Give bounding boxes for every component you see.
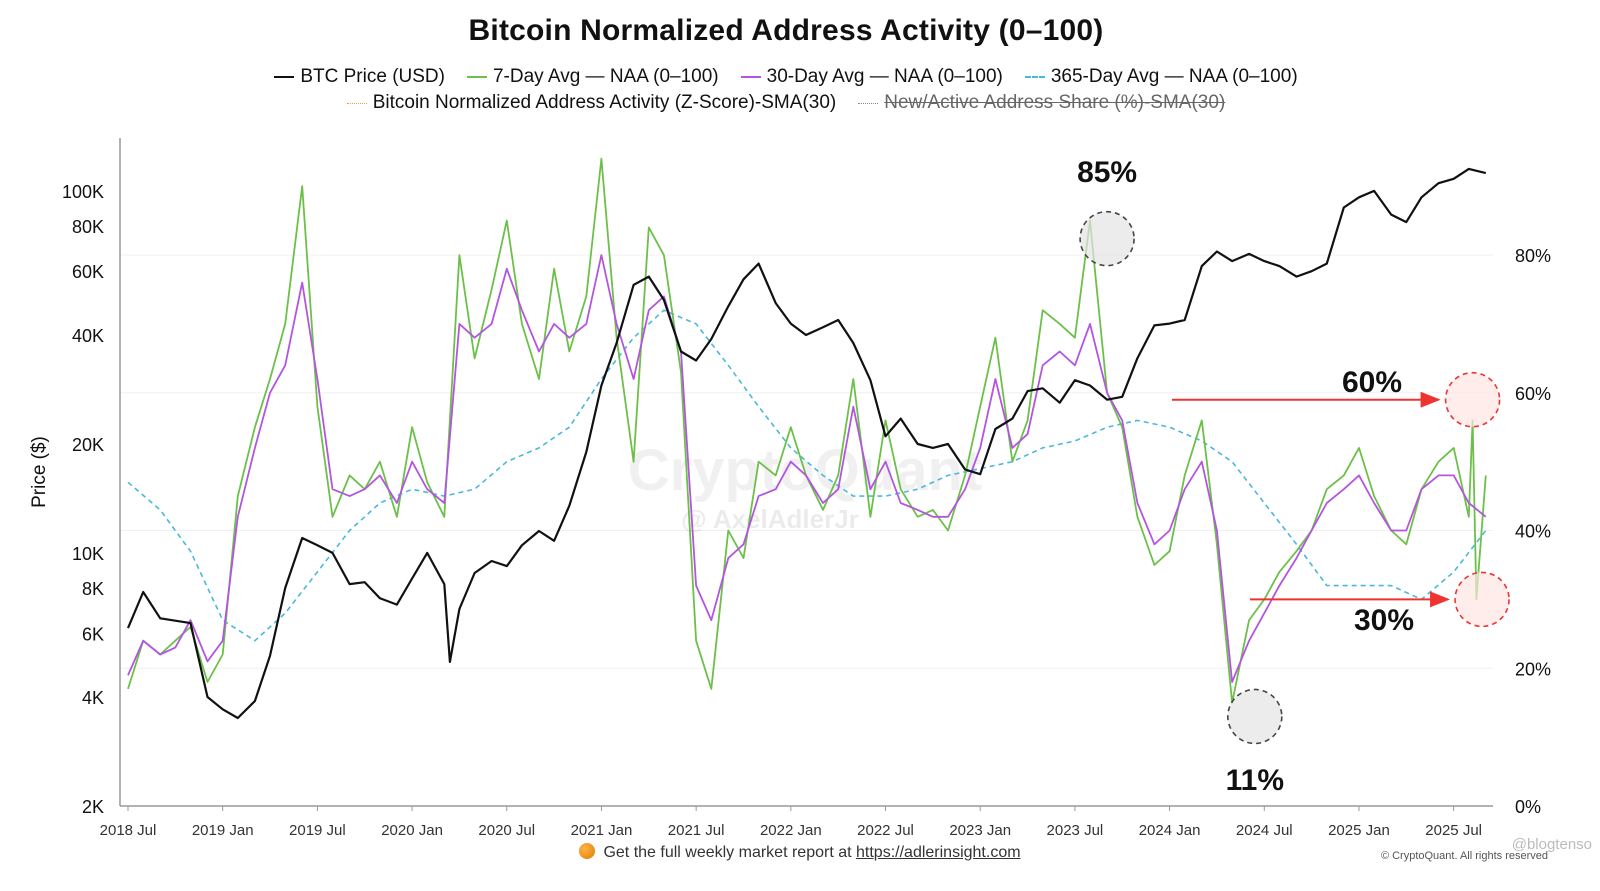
annotation-circle — [1454, 571, 1510, 628]
footer: Get the full weekly market report at htt… — [0, 843, 1600, 862]
series-line-naa-7day — [127, 157, 1487, 704]
y-right-tick-label: 60% — [1515, 384, 1551, 404]
annotation-label: 11% — [1226, 764, 1284, 797]
footer-text: Get the full weekly market report at — [603, 844, 852, 861]
x-tick-label: 2025 Jul — [1425, 822, 1482, 839]
annotation-circle — [1079, 210, 1135, 267]
x-tick-label: 2024 Jul — [1236, 822, 1293, 839]
report-icon — [579, 843, 596, 859]
y-left-tick-label: 80K — [72, 217, 104, 237]
legend-item-7day[interactable]: 7-Day Avg — NAA (0–100) — [466, 66, 719, 88]
annotation-layer: 85% 60% 11% 30% — [1077, 156, 1510, 797]
legend-item-btc-price[interactable]: BTC Price (USD) — [274, 66, 445, 88]
legend-swatch-365day — [1024, 76, 1045, 78]
legend-label-365day: 365-Day Avg — NAA (0–100) — [1050, 66, 1298, 87]
watermark-layer: CryptoQuant @ AxelAdlerJr — [628, 438, 982, 534]
y-right-tick-label: 80% — [1515, 246, 1551, 266]
x-tick-label: 2022 Jan — [760, 822, 822, 839]
y-left-tick-label: 100K — [62, 182, 104, 202]
annotation-label: 60% — [1342, 366, 1402, 399]
x-tick-label: 2022 Jul — [857, 822, 914, 839]
x-tick-label: 2023 Jan — [949, 822, 1011, 839]
y-left-tick-label: 10K — [72, 544, 104, 564]
y-left-tick-label: 20K — [72, 435, 104, 455]
axes-layer: 2K 4K 6K 8K 10K 20K 40K 60K 80K 100K 0% 20% 40% 60% 80… — [29, 138, 1551, 839]
x-tick-label: 2025 Jan — [1328, 822, 1390, 839]
legend-item-address-share[interactable]: New/Active Address Share (%)-SMA(30) — [858, 92, 1225, 114]
y-right-tick-label: 0% — [1515, 797, 1541, 817]
y-right-tick-label: 20% — [1515, 659, 1551, 679]
annotation-label: 30% — [1354, 604, 1414, 637]
y-left-tick-label: 60K — [72, 262, 104, 282]
legend-label-btc-price: BTC Price (USD) — [300, 66, 445, 87]
credit-watermark: @blogtenso — [1511, 836, 1592, 853]
x-tick-label: 2020 Jan — [381, 822, 443, 839]
x-tick-label: 2018 Jul — [100, 822, 157, 839]
legend-item-zscore[interactable]: Bitcoin Normalized Address Activity (Z-S… — [346, 92, 837, 114]
x-tick-label: 2024 Jan — [1139, 822, 1201, 839]
y-axis-label: Price ($) — [29, 436, 50, 508]
legend-label-zscore: Bitcoin Normalized Address Activity (Z-S… — [372, 92, 837, 113]
series-layer — [126, 157, 1487, 720]
legend-row-2: Bitcoin Normalized Address Activity (Z-S… — [0, 92, 1572, 114]
legend-label-7day: 7-Day Avg — NAA (0–100) — [492, 66, 719, 87]
series-line-naa-365day — [127, 309, 1487, 642]
copyright: © CryptoQuant. All rights reserved — [1380, 850, 1548, 862]
x-tick-label: 2023 Jul — [1047, 822, 1104, 839]
legend-swatch-zscore — [346, 102, 367, 104]
annotation-circle — [1444, 371, 1501, 428]
legend-item-365day[interactable]: 365-Day Avg — NAA (0–100) — [1024, 66, 1298, 88]
legend-swatch-btc-price — [274, 76, 295, 78]
footer-link[interactable]: https://adlerinsight.com — [856, 844, 1021, 861]
legend-swatch-7day — [466, 76, 487, 78]
legend-row-1: BTC Price (USD) 7-Day Avg — NAA (0–100) … — [0, 66, 1572, 88]
y-right-tick-label: 40% — [1515, 522, 1551, 542]
annotation-circle — [1227, 688, 1283, 745]
annotation-label: 85% — [1077, 156, 1137, 189]
legend-label-address-share: New/Active Address Share (%)-SMA(30) — [884, 92, 1226, 113]
series-line-naa-30day — [127, 254, 1487, 683]
x-tick-label: 2021 Jul — [668, 822, 725, 839]
chart-title: Bitcoin Normalized Address Activity (0–1… — [468, 14, 1104, 47]
series-line-btc-price — [126, 167, 1487, 720]
y-left-tick-label: 4K — [82, 688, 104, 708]
legend-swatch-30day — [740, 76, 761, 78]
x-tick-label: 2021 Jan — [571, 822, 633, 839]
x-tick-label: 2020 Jul — [478, 822, 535, 839]
x-tick-label: 2019 Jan — [192, 822, 254, 839]
y-left-tick-label: 2K — [82, 797, 104, 817]
y-left-tick-label: 8K — [82, 579, 104, 599]
legend-swatch-address-share — [858, 102, 879, 104]
x-tick-label: 2019 Jul — [289, 822, 346, 839]
y-left-tick-label: 40K — [72, 326, 104, 346]
legend-item-30day[interactable]: 30-Day Avg — NAA (0–100) — [740, 66, 1003, 88]
y-left-tick-label: 6K — [82, 624, 104, 644]
legend-label-30day: 30-Day Avg — NAA (0–100) — [766, 66, 1003, 87]
watermark-handle: @ AxelAdlerJr — [681, 504, 859, 534]
